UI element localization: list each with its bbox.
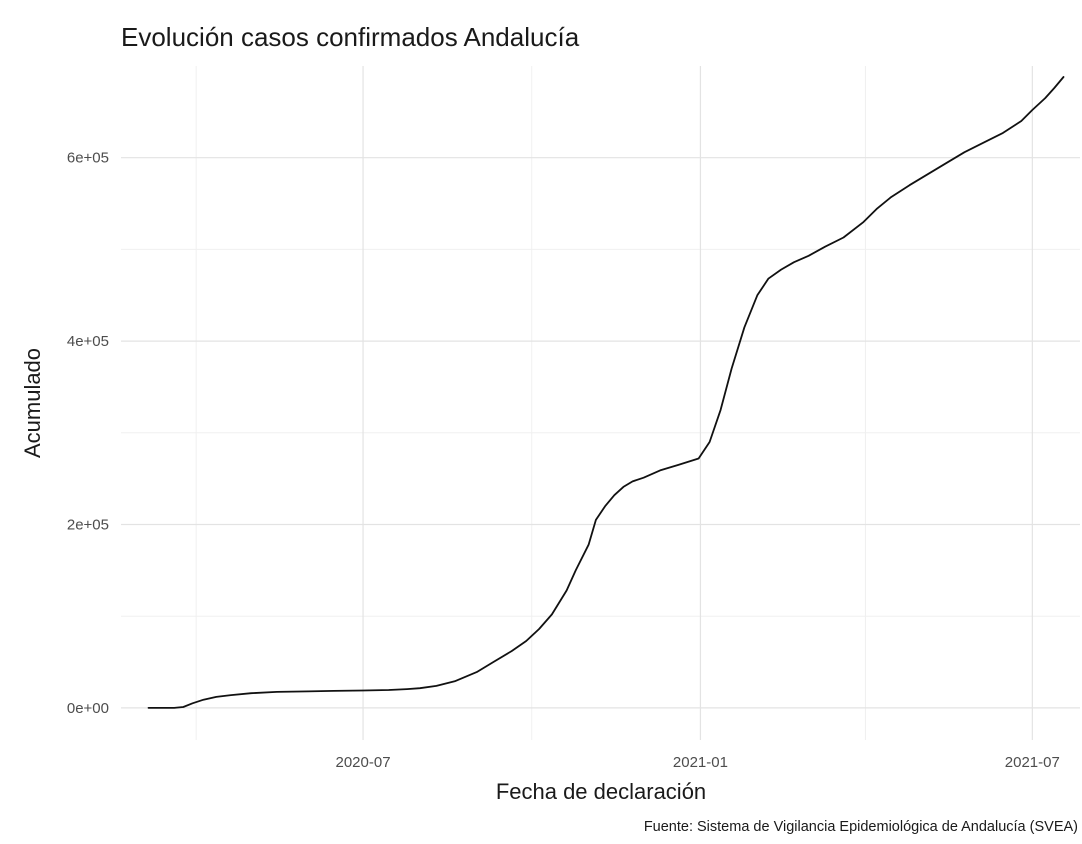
chart-title: Evolución casos confirmados Andalucía <box>121 22 580 52</box>
x-tick-label: 2020-07 <box>336 754 391 771</box>
chart-caption: Fuente: Sistema de Vigilancia Epidemioló… <box>644 819 1078 835</box>
y-axis-ticks: 0e+00 2e+05 4e+05 6e+05 <box>67 150 109 717</box>
x-tick-label: 2021-01 <box>673 754 728 771</box>
series-line <box>147 76 1065 709</box>
y-tick-label: 4e+05 <box>67 333 109 350</box>
x-axis-title: Fecha de declaración <box>496 779 706 804</box>
x-axis-ticks: 2020-07 2021-01 2021-07 <box>336 754 1060 771</box>
y-axis-title: Acumulado <box>20 348 45 458</box>
x-tick-label: 2021-07 <box>1005 754 1060 771</box>
grid-lines <box>121 66 1080 740</box>
y-tick-label: 2e+05 <box>67 517 109 534</box>
y-tick-label: 6e+05 <box>67 150 109 167</box>
series-layer <box>147 76 1065 709</box>
y-tick-label: 0e+00 <box>67 700 109 717</box>
